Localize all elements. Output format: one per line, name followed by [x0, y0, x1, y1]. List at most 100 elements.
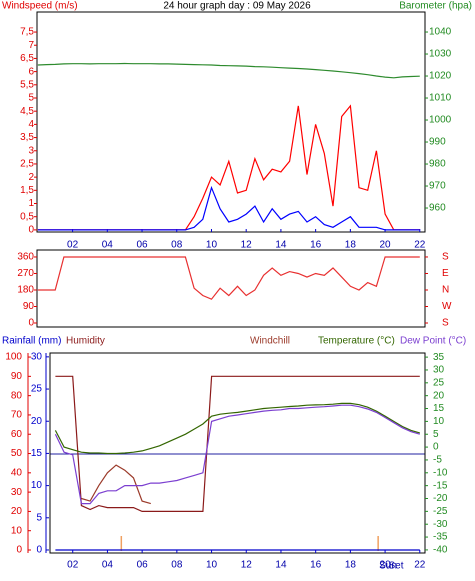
y-tick-label: 0 [36, 545, 42, 556]
y-tick-label: 7,5 [20, 27, 34, 38]
y-tick-label: 180 [17, 285, 34, 296]
y-tick-label: 5 [36, 512, 42, 523]
y-tick-label: 970 [429, 181, 446, 192]
y-tick-label: 70 [11, 410, 23, 421]
x-tick-label: 18 [345, 560, 357, 571]
x-tick-label: 14 [275, 240, 287, 251]
plot-frame [36, 11, 426, 233]
y-tick-label: 2,5 [20, 159, 34, 170]
x-tick-label: 16 [310, 560, 322, 571]
x-tick-label: 16 [310, 240, 322, 251]
x-tick-label: 22 [414, 240, 426, 251]
data-line [55, 375, 420, 512]
y-tick-label: 1000 [429, 115, 452, 126]
y-tick-label: 20 [433, 390, 445, 401]
x-tick-label: 08 [171, 560, 183, 571]
y-tick-label: 0 [433, 442, 439, 453]
y-tick-label: 1,5 [20, 185, 34, 196]
legend-label: Humidity [66, 336, 105, 347]
y-tick-label: 20 [31, 416, 43, 427]
y-tick-label: 5 [28, 93, 34, 104]
y-tick-label: 5 [433, 429, 439, 440]
x-tick-label: 12 [241, 240, 253, 251]
y-tick-label: 30 [11, 487, 23, 498]
y-tick-label: 1 [28, 198, 34, 209]
y-tick-label: 980 [429, 159, 446, 170]
y-axis-label: Windspeed (m/s) [2, 1, 78, 12]
y-tick-label: -20 [433, 493, 448, 504]
y2-axis-label: Barometer (hpa) [399, 1, 472, 12]
y-tick-label: 30 [433, 365, 445, 376]
x-tick-label: 12 [241, 560, 253, 571]
annotation: Set [388, 561, 403, 572]
y-tick-label: 0 [28, 318, 34, 329]
data-line [37, 185, 420, 231]
y-tick-label: 4,5 [20, 106, 34, 117]
y-tick-label: 100 [5, 352, 22, 363]
y-tick-label: 10 [433, 416, 445, 427]
y-tick-label: 0 [16, 545, 22, 556]
y-tick-label: 960 [429, 203, 446, 214]
data-line [37, 62, 420, 79]
y-tick-label: 1020 [429, 71, 452, 82]
y-tick-label: -10 [433, 467, 448, 478]
y-tick-label: W [442, 301, 452, 312]
y-tick-label: 1040 [429, 27, 452, 38]
y-tick-label: -40 [433, 545, 448, 556]
y-tick-label: 6,5 [20, 53, 34, 64]
y-tick-label: S [442, 252, 449, 263]
x-tick-label: 10 [206, 240, 218, 251]
y-tick-label: 3 [28, 145, 34, 156]
x-tick-label: 06 [136, 240, 148, 251]
y-tick-label: -5 [433, 455, 442, 466]
y-tick-label: S [442, 318, 449, 329]
y-tick-label: 15 [433, 403, 445, 414]
plot-frame [49, 352, 426, 554]
x-tick-label: 22 [414, 560, 426, 571]
y-tick-label: 35 [433, 352, 445, 363]
x-tick-label: 20 [380, 560, 392, 571]
y-tick-label: 50 [11, 448, 23, 459]
y-tick-label: 10 [11, 525, 23, 536]
x-tick-label: 14 [275, 560, 287, 571]
y-tick-label: 1010 [429, 93, 452, 104]
x-tick-label: 04 [102, 240, 114, 251]
plot-frame [36, 249, 426, 328]
y-tick-label: 80 [11, 390, 23, 401]
legend-label: Temperature (°C) [318, 336, 395, 347]
legend-label: Windchill [250, 336, 290, 347]
y-tick-label: 1030 [429, 49, 452, 60]
y-tick-label: 25 [433, 377, 445, 388]
x-tick-label: 02 [67, 240, 79, 251]
y-tick-label: -15 [433, 480, 448, 491]
x-tick-label: 02 [67, 560, 79, 571]
annotation: Sun [379, 561, 397, 572]
y-tick-label: E [442, 268, 449, 279]
y-tick-label: 90 [11, 371, 23, 382]
y-tick-label: 7 [28, 40, 34, 51]
data-line [54, 402, 420, 455]
y-tick-label: 60 [11, 429, 23, 440]
y-tick-label: 0 [28, 225, 34, 236]
legend-label: Rainfall (mm) [2, 336, 61, 347]
y-tick-label: -25 [433, 506, 448, 517]
y-tick-label: 10 [31, 480, 43, 491]
chart-title: 24 hour graph day : 09 May 2026 [163, 1, 311, 12]
x-tick-label: 08 [171, 240, 183, 251]
x-tick-label: 18 [345, 240, 357, 251]
y-tick-label: 25 [31, 384, 43, 395]
y-tick-label: 40 [11, 467, 23, 478]
y-tick-label: 0,5 [20, 211, 34, 222]
y-tick-label: 5,5 [20, 79, 34, 90]
y-tick-label: 6 [28, 66, 34, 77]
data-line [81, 464, 151, 505]
y-tick-label: N [442, 285, 449, 296]
y-tick-label: -30 [433, 519, 448, 530]
y-tick-label: 20 [11, 506, 23, 517]
x-tick-label: 10 [206, 560, 218, 571]
y-tick-label: 3,5 [20, 132, 34, 143]
y-tick-label: 30 [31, 352, 43, 363]
legend-label: Dew Point (°C) [400, 336, 466, 347]
x-tick-label: 06 [137, 560, 149, 571]
